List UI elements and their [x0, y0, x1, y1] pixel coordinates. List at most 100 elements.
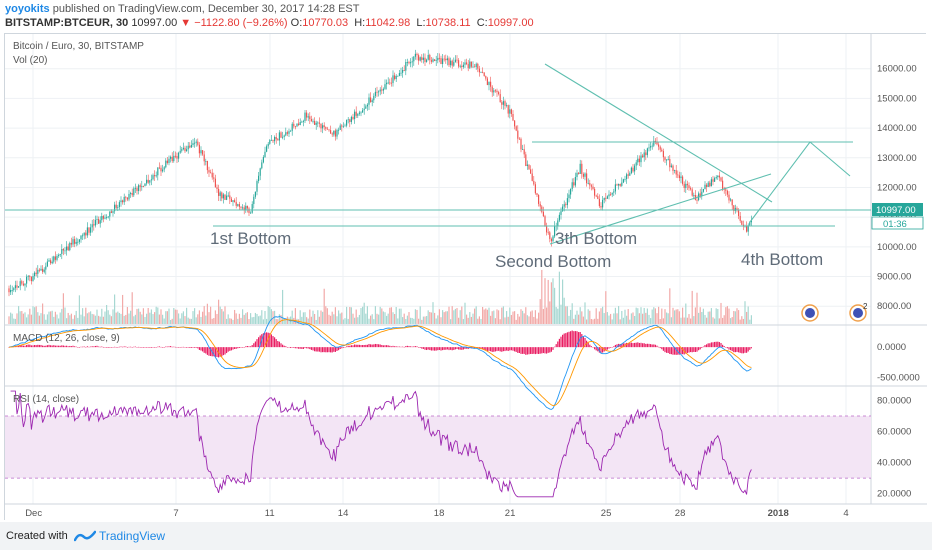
price-candles[interactable] [8, 49, 752, 297]
volume-bar [482, 306, 484, 324]
volume-bar [374, 306, 376, 324]
ascending-trendline[interactable] [549, 173, 772, 245]
candle-body [443, 58, 445, 60]
macd-histogram-bar [317, 347, 319, 352]
candle-body [430, 60, 432, 62]
chart-canvas[interactable]: 8000.009000.0010000.0011000.0012000.0013… [5, 34, 927, 521]
macd-histogram-bar [301, 347, 303, 349]
macd-histogram-bar [312, 347, 314, 351]
candle-body [125, 196, 127, 198]
last-price-badge: 10997.00 01:36 [871, 203, 924, 230]
candle-body [619, 183, 621, 186]
macd-histogram-bar [363, 345, 365, 348]
candle-body [682, 176, 684, 184]
volume-bar [733, 311, 735, 324]
macd-histogram-bar [176, 347, 178, 348]
candle-body [494, 90, 496, 92]
candle-body [706, 184, 708, 187]
volume-bar [381, 308, 383, 324]
volume-bar [234, 309, 236, 324]
event-icon-2[interactable]: 2 [849, 302, 868, 322]
volume-bar [715, 308, 717, 324]
candle-body [733, 205, 735, 211]
macd-histogram-bar [653, 344, 655, 348]
annotation-3th-bottom[interactable]: 3th Bottom [555, 229, 637, 248]
time-axis[interactable]: Dec 7 11 14 18 21 25 28 2018 4 [25, 508, 848, 519]
macd-histogram-bar [574, 331, 576, 348]
candle-body [547, 232, 549, 234]
projection-path[interactable] [749, 141, 851, 223]
volume-bar [470, 316, 472, 324]
macd-histogram-bar [115, 346, 117, 348]
candle-body [486, 78, 488, 86]
volume-bar [222, 311, 224, 324]
candle-body [190, 145, 192, 148]
candle-body [701, 191, 703, 197]
candle-body [294, 126, 296, 128]
candle-body [395, 75, 397, 80]
chart-frame[interactable]: 8000.009000.0010000.0011000.0012000.0013… [4, 33, 927, 521]
volume-bar [261, 310, 263, 324]
candle-body [437, 57, 439, 61]
macd-histogram-bar [163, 347, 165, 348]
candle-body [285, 132, 287, 136]
macd-histogram-bar [635, 342, 637, 348]
macd-histogram-bar [246, 346, 248, 348]
symbol-label: BITSTAMP:BTCEUR, 30 [5, 17, 129, 29]
price-axis[interactable]: 8000.009000.0010000.0011000.0012000.0013… [877, 64, 920, 500]
candle-body [466, 62, 468, 65]
volume-bar [38, 315, 40, 324]
macd-histogram-bar [597, 347, 599, 352]
volume-bar [533, 316, 535, 324]
volume-bar [378, 314, 380, 324]
event-icon-1[interactable] [801, 304, 819, 322]
volume-bar [590, 318, 592, 324]
candle-body [174, 155, 176, 157]
volume-bar [430, 312, 432, 324]
macd-histogram-bar [392, 345, 394, 348]
candle-body [14, 285, 16, 289]
volume-bar [405, 319, 407, 324]
candle-body [640, 155, 642, 163]
annotation-4th-bottom[interactable]: 4th Bottom [741, 250, 823, 269]
macd-histogram-bar [133, 346, 135, 348]
trend-drawings[interactable] [5, 63, 871, 245]
macd-histogram-bar [486, 347, 488, 351]
volume-bar [154, 312, 156, 324]
volume-bar [254, 312, 256, 324]
low-label: L: [416, 17, 426, 29]
tradingview-brand-link[interactable]: TradingView [99, 529, 166, 543]
volume-bar [205, 315, 207, 324]
volume-bar [645, 312, 647, 324]
candle-body [122, 200, 124, 203]
candle-body [648, 147, 650, 149]
macd-histogram-bar [674, 347, 676, 355]
descending-trendline[interactable] [544, 63, 773, 203]
candle-body [597, 196, 599, 199]
candle-body [506, 105, 508, 106]
author-link[interactable]: yoyokits [5, 3, 50, 15]
tradingview-logo-icon[interactable] [74, 529, 96, 543]
volume-bar [402, 317, 404, 324]
macd-histogram-bar [350, 345, 352, 348]
macd-histogram-bar [629, 343, 631, 348]
volume-bar [653, 307, 655, 324]
volume-bar [744, 301, 746, 324]
candle-body [282, 136, 284, 138]
volume-bar [397, 318, 399, 324]
candle-body [493, 90, 495, 93]
candle-body [557, 220, 559, 226]
macd-histogram-bar [338, 347, 340, 351]
macd-histogram-bar [498, 347, 500, 351]
candle-body [37, 269, 39, 274]
annotation-second-bottom[interactable]: Second Bottom [495, 252, 611, 271]
volume-bar [437, 315, 439, 324]
candle-body [472, 66, 474, 68]
volume-bar [666, 312, 668, 324]
volume-bar [632, 312, 634, 324]
open-label: O: [290, 17, 303, 29]
candle-body [296, 123, 298, 127]
volume-bar [243, 314, 245, 324]
annotation-1st-bottom[interactable]: 1st Bottom [210, 229, 291, 248]
candle-body [661, 149, 663, 152]
